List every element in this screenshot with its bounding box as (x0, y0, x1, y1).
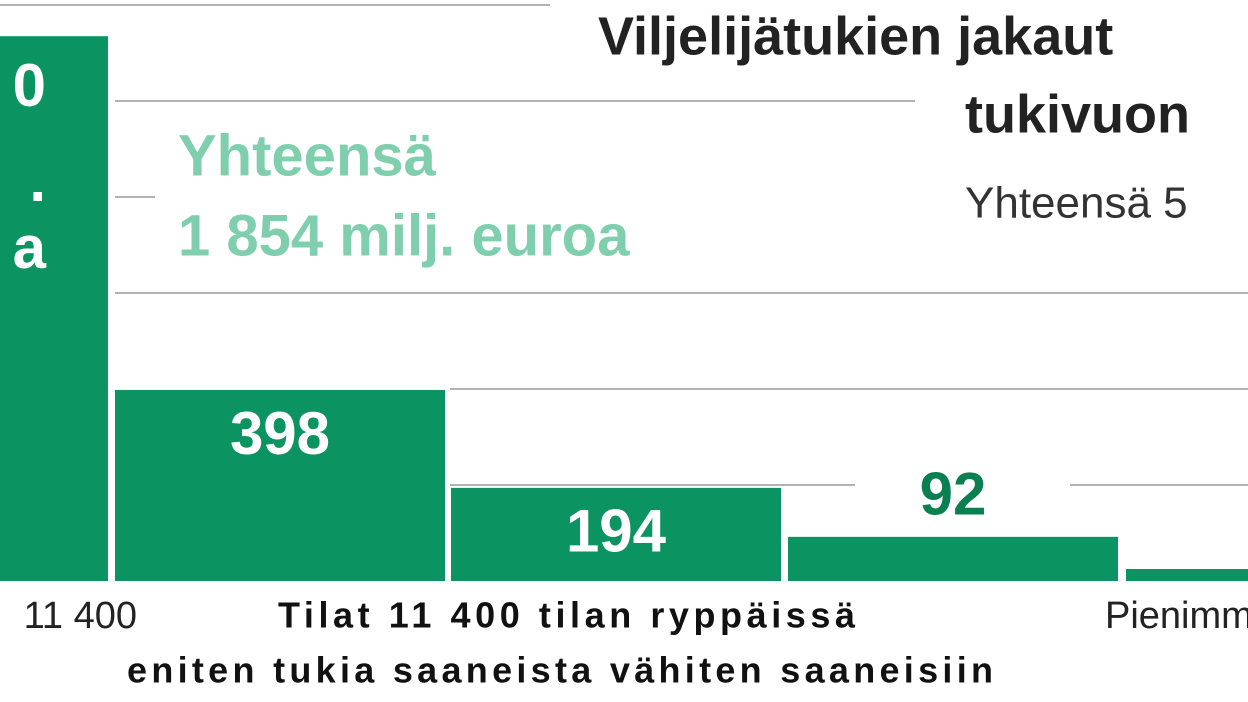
bar (0, 36, 108, 581)
bar (451, 487, 781, 581)
bar (115, 389, 445, 581)
x-axis-label: eniten tukia saaneista vähiten saaneisii… (127, 650, 993, 691)
value-label-fragment: a (13, 214, 47, 281)
chart-title: tukivuon (965, 84, 1190, 144)
chart-subtitle: Yhteensä 5 (965, 179, 1188, 228)
value-label-fragment: . (29, 147, 46, 214)
annotation: 1 854 milj. euroa (178, 203, 630, 268)
value-label-fragment: 0 (13, 52, 46, 119)
annotation: Yhteensä (178, 123, 437, 188)
chart-title: Viljelijätukien jakaut (598, 6, 1113, 66)
bar (788, 536, 1118, 581)
x-axis-label: Tilat 11 400 tilan ryppäissä (278, 595, 856, 636)
value-label: 194 (566, 498, 667, 565)
x-tick-label: Pienimm (1105, 595, 1248, 637)
bar (1126, 569, 1248, 581)
value-label: 398 (230, 400, 330, 467)
x-tick-label: 11 400 (24, 595, 137, 637)
value-label: 92 (920, 461, 987, 528)
